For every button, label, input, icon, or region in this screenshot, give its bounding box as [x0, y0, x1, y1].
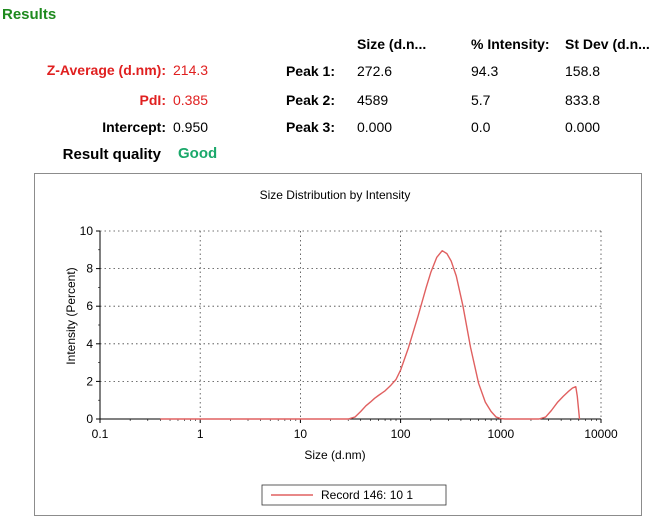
peak-2-intensity: 5.7: [471, 92, 491, 108]
chart-frame: Size Distribution by Intensity 0.1 1 10 100…: [34, 173, 642, 516]
peak-1-stdev: 158.8: [565, 63, 601, 79]
intercept-label: Intercept:: [102, 119, 166, 135]
x-tick-label: 1000: [487, 427, 514, 441]
legend-box: [261, 484, 447, 506]
peak-2-stdev: 833.8: [565, 92, 601, 108]
grid: [100, 231, 601, 419]
x-tick-label: 100: [391, 427, 411, 441]
y-tick-label: 0: [86, 412, 93, 426]
chart-title: Size Distribution by Intensity: [260, 188, 411, 202]
result-quality-label: Result quality: [62, 146, 161, 163]
x-tick-label: 10: [294, 427, 308, 441]
results-title: Results: [2, 6, 57, 23]
pdi-value: 0.385: [173, 92, 209, 108]
y-tick-label: 10: [80, 224, 94, 238]
x-axis-label: Size (d.nm): [304, 448, 365, 462]
size-distribution-chart: Size Distribution by Intensity 0.1 1 10 100…: [64, 188, 618, 506]
peak-3-label: Peak 3:: [285, 119, 335, 135]
x-tick-label: 1: [197, 427, 204, 441]
peak-2-label: Peak 2:: [285, 92, 335, 108]
header-intensity: % Intensity:: [471, 36, 550, 52]
peak-3-stdev: 0.000: [565, 119, 601, 135]
z-average-value: 214.3: [173, 62, 209, 78]
y-tick-label: 8: [86, 262, 93, 276]
axes: 0.1 1 10 100 1000 10000 0 2 4 6 8 10: [80, 224, 618, 441]
header-stdev: St Dev (d.n...: [565, 36, 650, 52]
y-tick-label: 2: [86, 374, 93, 388]
peak-3-intensity: 0.0: [471, 119, 491, 135]
legend-series-label: Record 146: 10 1: [321, 488, 413, 502]
pdi-label: PdI:: [139, 92, 166, 108]
peak-1-size: 272.6: [357, 63, 393, 79]
series-line: [160, 249, 581, 420]
peak-3-size: 0.000: [357, 119, 393, 135]
legend: Record 146: 10 1: [261, 484, 447, 506]
header-size: Size (d.n...: [357, 36, 427, 52]
peak-1-label: Peak 1:: [285, 63, 335, 79]
z-average-label: Z-Average (d.nm):: [46, 62, 166, 78]
peak-1-intensity: 94.3: [471, 63, 499, 79]
result-quality-value: Good: [178, 145, 218, 162]
y-tick-label: 4: [86, 337, 93, 351]
y-axis-label: Intensity (Percent): [64, 267, 78, 364]
peak-2-size: 4589: [357, 92, 389, 108]
x-tick-label: 10000: [584, 427, 618, 441]
x-tick-label: 0.1: [92, 427, 109, 441]
y-tick-label: 6: [86, 299, 93, 313]
intercept-value: 0.950: [173, 119, 209, 135]
series-layer: [160, 249, 581, 420]
